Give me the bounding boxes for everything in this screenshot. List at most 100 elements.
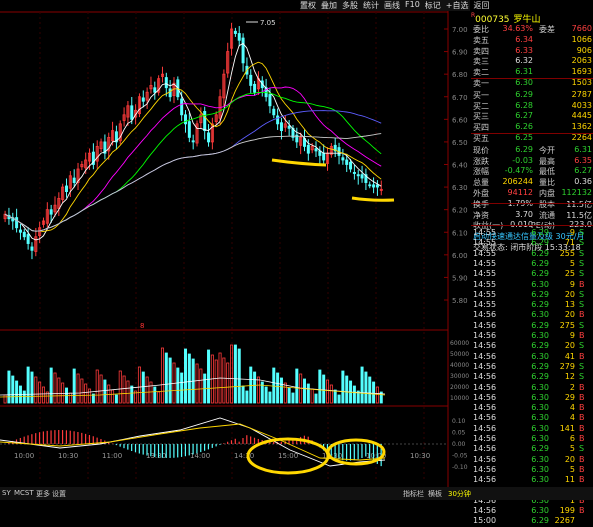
layout-button[interactable]: 横板 [428, 490, 442, 498]
book-price[interactable]: 6.26 [515, 122, 533, 132]
price-tick-label: 6.10 [452, 229, 468, 237]
stat-label: 换手 [473, 199, 489, 209]
stat-value: 11.5亿 [566, 210, 592, 220]
tick-time: 14:55 [473, 269, 497, 279]
candle-body [187, 121, 191, 138]
book-price[interactable]: 6.32 [515, 56, 533, 66]
volume-bar [61, 382, 65, 404]
volume-bar [160, 347, 164, 404]
tick-price: 6.29 [531, 289, 549, 299]
candle-body [68, 175, 72, 189]
tick-price: 6.30 [531, 423, 549, 433]
candle-body [230, 28, 234, 49]
candle-body [157, 78, 161, 93]
candle-body [253, 83, 257, 93]
candle-body [153, 87, 157, 93]
dea-line [0, 423, 386, 461]
tick-volume: 20 [564, 310, 575, 320]
candle-body [72, 177, 76, 183]
book-price[interactable]: 6.31 [515, 67, 533, 77]
book-price[interactable]: 6.34 [515, 34, 533, 44]
time-axis-label: 15:00 [278, 452, 298, 460]
stat-row: 现价 6.29 今开 6.31 [471, 145, 593, 156]
tick-volume: 25 [564, 269, 575, 279]
volume-bar [260, 381, 264, 404]
bid-row: 买三 6.27 4445 [471, 111, 593, 122]
bid-row: 买一 6.29 2787 [471, 90, 593, 101]
volume-bar [337, 394, 341, 404]
toolbar-item[interactable]: 置权 [300, 1, 316, 10]
indicator-sy-tab[interactable]: SY [2, 489, 11, 497]
volume-bar [130, 385, 134, 404]
promo-text[interactable]: 启动快速通达信量及级 30元/月 [473, 232, 585, 242]
candle-body [341, 157, 345, 161]
tick-row: 14:56 6.30 141 B [471, 424, 593, 435]
tick-price: 6.30 [531, 403, 549, 413]
toolbar-item[interactable]: +自选 [445, 1, 469, 10]
candle-body [114, 131, 118, 143]
price-tick-label: 6.80 [452, 71, 468, 79]
candle-body [333, 144, 337, 152]
tick-time: 14:55 [473, 238, 497, 248]
candle-body [352, 172, 356, 174]
toolbar-item[interactable]: 返回 [473, 1, 490, 10]
candle-body [30, 246, 34, 251]
candle-body [368, 184, 372, 187]
candle-body [65, 185, 69, 192]
weibi-row: 委比 34.63% 委差 7660 [471, 24, 593, 35]
book-price[interactable]: 6.27 [515, 111, 533, 121]
volume-bar [126, 380, 130, 404]
tick-volume: 29 [564, 392, 575, 402]
volume-bar [237, 348, 241, 404]
volume-bar [264, 386, 268, 404]
book-volume: 1362 [571, 122, 592, 132]
toolbar-item[interactable]: 画线 [384, 1, 400, 10]
book-price[interactable]: 6.29 [515, 89, 533, 99]
weicha-label: 委差 [539, 25, 555, 34]
book-price[interactable]: 6.30 [515, 78, 533, 87]
settings-button[interactable]: 设置 [52, 490, 66, 498]
tick-row: 14:55 6.29 5 S [471, 259, 593, 270]
tick-price: 6.29 [531, 320, 549, 330]
tick-side: S [579, 289, 585, 299]
toolbar-item[interactable]: 标记 [424, 1, 441, 10]
tick-volume: 20 [564, 454, 575, 464]
book-price[interactable]: 6.25 [515, 133, 533, 142]
candle-body [214, 114, 218, 122]
toolbar-item[interactable]: 叠加 [321, 1, 337, 10]
volume-bar [164, 352, 168, 404]
tick-time: 14:55 [473, 289, 497, 299]
tick-price: 6.30 [531, 382, 549, 392]
candle-body [345, 159, 349, 165]
volume-bar [233, 344, 237, 404]
price-tick-label: 6.20 [452, 207, 468, 215]
toolbar-item[interactable]: F10 [405, 0, 420, 9]
candle-body [137, 96, 141, 115]
kline-chart[interactable]: 7.00 6.90 6.80 6.70 6.60 6.50 6.40 6.30 6.20 6.10… [0, 0, 470, 487]
tick-row: 14:55 6.29 25 S [471, 269, 593, 280]
volume-bar [149, 381, 153, 404]
toolbar-item[interactable]: 统计 [363, 1, 379, 10]
book-price[interactable]: 6.33 [515, 45, 533, 55]
toolbar-item[interactable]: 多股 [342, 1, 358, 10]
volume-bar [76, 373, 80, 404]
more-button[interactable]: 更多 [36, 490, 50, 498]
candle-body [276, 115, 280, 125]
book-price[interactable]: 6.28 [515, 100, 533, 110]
tick-row: 14:56 6.30 20 B [471, 310, 593, 321]
tick-price: 6.30 [531, 331, 549, 340]
volume-bar [57, 377, 61, 404]
indicator-mcst-tab[interactable]: MCST [14, 489, 34, 497]
volume-bar [249, 366, 253, 404]
candle-body [49, 209, 53, 215]
volume-bar [91, 393, 95, 404]
tick-volume: 4 [569, 413, 575, 423]
tick-side: S [579, 341, 585, 351]
stat-value: 6.35 [574, 155, 592, 165]
period-label[interactable]: 30分钟 [448, 490, 471, 498]
stat-value: 6.29 [515, 144, 533, 154]
volume-bar [176, 367, 180, 404]
tick-time: 14:56 [473, 382, 497, 392]
indicator-bar-button[interactable]: 指标栏 [403, 490, 424, 498]
volume-bar [72, 368, 76, 404]
